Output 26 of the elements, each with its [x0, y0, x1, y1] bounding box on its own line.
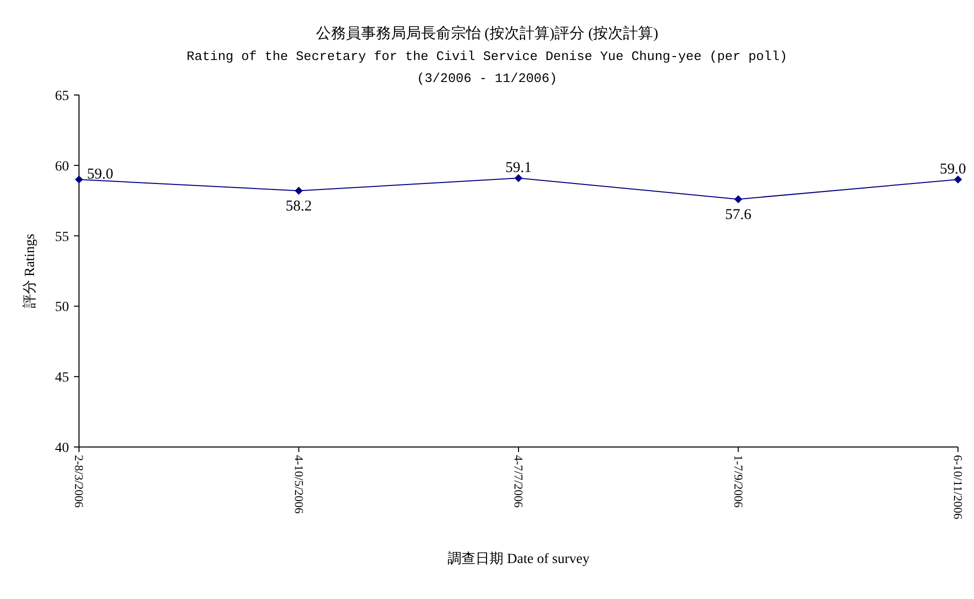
point	[734, 195, 742, 204]
xtick: 1-7/9/2006	[731, 455, 746, 508]
data-label: 58.2	[286, 198, 312, 215]
point	[514, 174, 522, 182]
ytick: 65	[55, 89, 69, 104]
data-label: 57.6	[725, 207, 752, 224]
data-label: 59.0	[940, 161, 966, 178]
data-label: 59.1	[505, 160, 532, 176]
ylabel: 評分 Ratings	[23, 234, 38, 308]
title: 公務員事務局局長俞宗怡 (按次計算)評分 (按次計算)	[316, 26, 658, 42]
annotation: (3/2006 - 11/2006)	[416, 71, 558, 86]
data-label: 59.0	[87, 166, 114, 182]
point	[294, 186, 303, 195]
xtick: 2-8/3/2006	[72, 455, 86, 508]
ytick: 50	[55, 300, 69, 316]
xtick: 4-10/5/2006	[292, 455, 306, 514]
ytick: 60	[55, 159, 69, 174]
subtitle: Rating of the Secretary for the Civil Service Denise Yue Chung-yee (per poll)	[186, 49, 788, 64]
ytick: 45	[55, 370, 69, 386]
xtick: 6-10/11/2006	[951, 455, 965, 520]
point	[75, 175, 83, 184]
ytick: 55	[55, 230, 69, 245]
ytick: 40	[55, 441, 69, 456]
point	[954, 175, 962, 184]
xtick: 4-7/7/2006	[512, 455, 526, 508]
xlabel: 調查日期 Date of survey	[448, 552, 590, 567]
